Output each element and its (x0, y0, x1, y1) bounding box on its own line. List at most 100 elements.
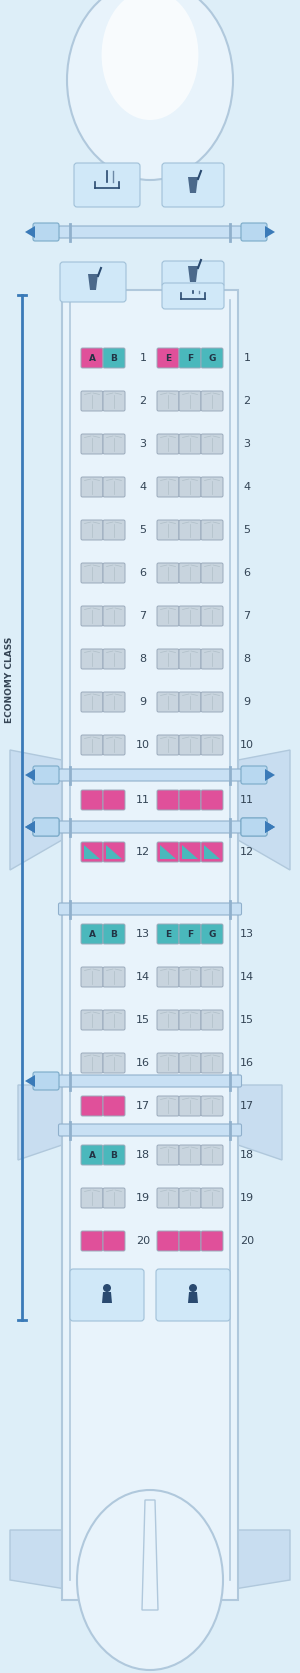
FancyBboxPatch shape (157, 790, 179, 810)
FancyBboxPatch shape (179, 1144, 201, 1164)
FancyBboxPatch shape (179, 391, 201, 412)
FancyBboxPatch shape (179, 1096, 201, 1116)
Polygon shape (265, 821, 275, 833)
Text: 19: 19 (136, 1193, 150, 1203)
FancyBboxPatch shape (103, 477, 125, 497)
FancyBboxPatch shape (58, 226, 242, 238)
Polygon shape (265, 770, 275, 781)
Text: 14: 14 (136, 972, 150, 982)
Polygon shape (25, 821, 35, 833)
Ellipse shape (67, 0, 233, 181)
Text: E: E (165, 353, 171, 363)
FancyBboxPatch shape (81, 1231, 103, 1251)
FancyBboxPatch shape (201, 1188, 223, 1208)
Text: 7: 7 (140, 611, 147, 621)
Text: 20: 20 (240, 1236, 254, 1246)
Text: 11: 11 (240, 795, 254, 805)
Polygon shape (160, 845, 176, 858)
Text: 10: 10 (136, 739, 150, 750)
Text: 7: 7 (243, 611, 250, 621)
FancyBboxPatch shape (81, 923, 103, 944)
Text: F: F (187, 353, 193, 363)
FancyBboxPatch shape (179, 790, 201, 810)
Text: A: A (88, 1151, 95, 1159)
FancyBboxPatch shape (103, 606, 125, 626)
Text: 1: 1 (140, 353, 146, 363)
Text: G: G (208, 353, 216, 363)
FancyBboxPatch shape (157, 477, 179, 497)
FancyBboxPatch shape (201, 1144, 223, 1164)
FancyBboxPatch shape (58, 821, 242, 833)
FancyBboxPatch shape (81, 967, 103, 987)
FancyBboxPatch shape (201, 391, 223, 412)
Polygon shape (238, 750, 290, 870)
FancyBboxPatch shape (81, 564, 103, 582)
FancyBboxPatch shape (70, 1270, 144, 1322)
FancyBboxPatch shape (157, 842, 179, 862)
Text: 17: 17 (240, 1101, 254, 1111)
FancyBboxPatch shape (103, 693, 125, 713)
FancyBboxPatch shape (162, 162, 224, 207)
FancyBboxPatch shape (157, 734, 179, 755)
FancyBboxPatch shape (103, 842, 125, 862)
FancyBboxPatch shape (157, 923, 179, 944)
FancyBboxPatch shape (201, 790, 223, 810)
Text: B: B (111, 930, 117, 939)
FancyBboxPatch shape (58, 770, 242, 781)
Polygon shape (10, 1531, 72, 1589)
Text: 4: 4 (243, 482, 250, 492)
FancyBboxPatch shape (81, 693, 103, 713)
Text: 16: 16 (136, 1057, 150, 1067)
Text: 12: 12 (136, 847, 150, 857)
FancyBboxPatch shape (157, 967, 179, 987)
FancyBboxPatch shape (201, 606, 223, 626)
Text: 2: 2 (243, 397, 250, 407)
FancyBboxPatch shape (179, 520, 201, 540)
Text: 12: 12 (240, 847, 254, 857)
FancyBboxPatch shape (162, 283, 224, 310)
FancyBboxPatch shape (241, 223, 267, 241)
FancyBboxPatch shape (81, 433, 103, 453)
FancyBboxPatch shape (103, 790, 125, 810)
Text: 18: 18 (240, 1149, 254, 1159)
Polygon shape (84, 845, 100, 858)
Text: 9: 9 (140, 698, 147, 708)
FancyBboxPatch shape (157, 1188, 179, 1208)
FancyBboxPatch shape (162, 261, 224, 288)
FancyBboxPatch shape (179, 564, 201, 582)
FancyBboxPatch shape (62, 289, 238, 1599)
FancyBboxPatch shape (201, 477, 223, 497)
FancyBboxPatch shape (81, 520, 103, 540)
Polygon shape (25, 770, 35, 781)
FancyBboxPatch shape (179, 923, 201, 944)
Text: E: E (165, 930, 171, 939)
FancyBboxPatch shape (179, 606, 201, 626)
FancyBboxPatch shape (81, 649, 103, 669)
FancyBboxPatch shape (157, 520, 179, 540)
FancyBboxPatch shape (58, 1124, 242, 1136)
Text: 5: 5 (244, 525, 250, 535)
FancyBboxPatch shape (103, 564, 125, 582)
FancyBboxPatch shape (201, 693, 223, 713)
Polygon shape (265, 226, 275, 238)
Polygon shape (188, 1292, 198, 1303)
FancyBboxPatch shape (201, 1052, 223, 1072)
Polygon shape (188, 177, 198, 192)
FancyBboxPatch shape (33, 818, 59, 836)
FancyBboxPatch shape (157, 1096, 179, 1116)
Text: 1: 1 (244, 353, 250, 363)
FancyBboxPatch shape (157, 433, 179, 453)
Polygon shape (25, 1076, 35, 1087)
FancyBboxPatch shape (179, 693, 201, 713)
FancyBboxPatch shape (103, 391, 125, 412)
FancyBboxPatch shape (179, 433, 201, 453)
FancyBboxPatch shape (179, 734, 201, 755)
Polygon shape (10, 750, 62, 870)
FancyBboxPatch shape (103, 967, 125, 987)
Text: 2: 2 (140, 397, 147, 407)
FancyBboxPatch shape (201, 842, 223, 862)
FancyBboxPatch shape (81, 1096, 103, 1116)
Text: 15: 15 (240, 1016, 254, 1026)
FancyBboxPatch shape (81, 1188, 103, 1208)
FancyBboxPatch shape (103, 1188, 125, 1208)
